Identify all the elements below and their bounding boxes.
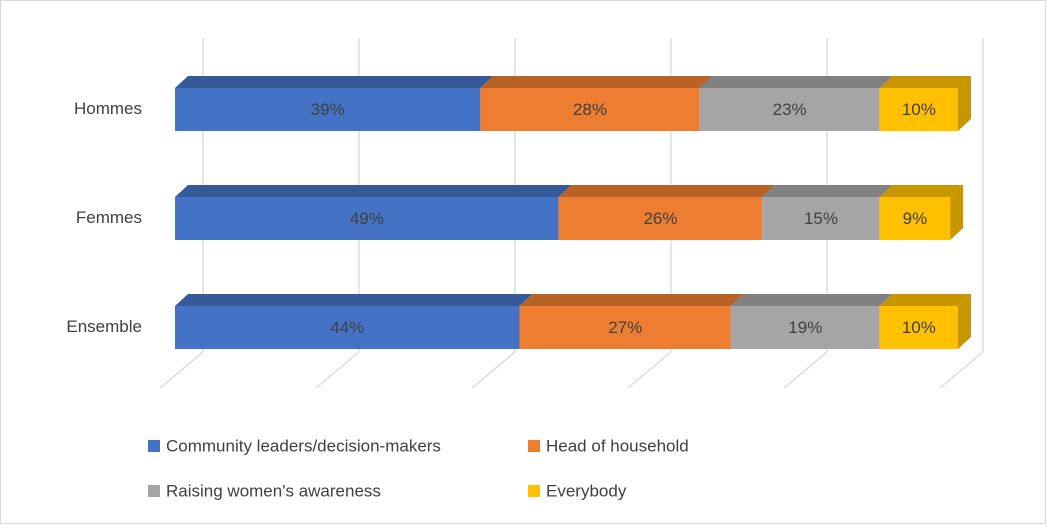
legend-label: Everybody bbox=[546, 481, 627, 500]
bar-top bbox=[879, 76, 971, 88]
bar-top bbox=[699, 76, 893, 88]
bar bbox=[558, 197, 763, 240]
data-label: 49% bbox=[350, 209, 384, 228]
legend-label: Community leaders/decision-makers bbox=[166, 436, 441, 455]
grid-line bbox=[783, 38, 828, 389]
data-label: 23% bbox=[773, 100, 807, 119]
data-label: 39% bbox=[311, 100, 345, 119]
legend-swatch bbox=[148, 485, 160, 497]
bar bbox=[175, 306, 520, 349]
bar-top bbox=[175, 76, 494, 88]
data-label: 27% bbox=[608, 318, 642, 337]
bar bbox=[480, 88, 700, 131]
legend-label: Head of household bbox=[546, 436, 689, 455]
grid-line bbox=[159, 38, 204, 389]
bar-top bbox=[175, 185, 572, 197]
legend-swatch bbox=[148, 440, 160, 452]
bar-side bbox=[950, 185, 964, 240]
bar-side bbox=[958, 76, 971, 131]
bar-top bbox=[480, 76, 713, 88]
data-label: 10% bbox=[902, 318, 936, 337]
y-tick-label: Femmes bbox=[76, 208, 142, 227]
bar-top bbox=[558, 185, 776, 197]
bar-top bbox=[519, 294, 744, 306]
bar-top bbox=[879, 185, 964, 197]
bar bbox=[730, 306, 880, 349]
bar bbox=[175, 197, 559, 240]
legend-label: Raising women's awareness bbox=[166, 481, 381, 500]
grid-line bbox=[939, 38, 984, 389]
bar-top bbox=[175, 294, 533, 306]
legend-swatch bbox=[528, 440, 540, 452]
data-label: 19% bbox=[788, 318, 822, 337]
bar bbox=[879, 306, 958, 349]
data-label: 10% bbox=[902, 100, 936, 119]
bar-side bbox=[958, 294, 971, 349]
data-label: 15% bbox=[804, 209, 838, 228]
grid-line bbox=[627, 38, 672, 389]
y-tick-label: Ensemble bbox=[66, 317, 142, 336]
bar bbox=[699, 88, 880, 131]
bar bbox=[175, 88, 481, 131]
data-label: 44% bbox=[330, 318, 364, 337]
grid-line bbox=[471, 38, 516, 389]
bar bbox=[879, 88, 958, 131]
legend-swatch bbox=[528, 485, 540, 497]
y-tick-label: Hommes bbox=[74, 99, 142, 118]
data-label: 9% bbox=[903, 209, 928, 228]
bar-top bbox=[879, 294, 971, 306]
bar bbox=[519, 306, 731, 349]
grid-line bbox=[315, 38, 360, 389]
bar bbox=[762, 197, 880, 240]
bar bbox=[879, 197, 951, 240]
bar-top bbox=[762, 185, 893, 197]
bar-top bbox=[730, 294, 893, 306]
data-label: 28% bbox=[573, 100, 607, 119]
data-label: 26% bbox=[643, 209, 677, 228]
